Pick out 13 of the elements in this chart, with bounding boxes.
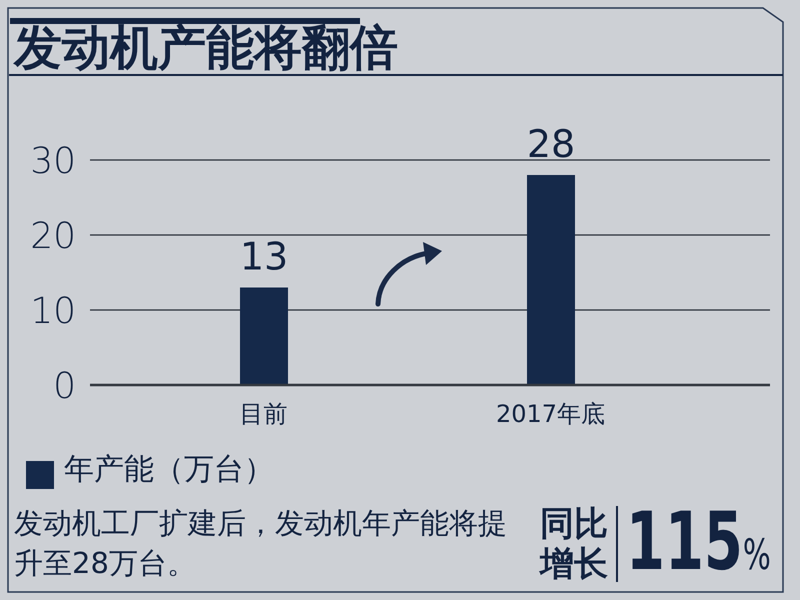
x-tick-label: 目前 bbox=[240, 400, 288, 428]
text: 115% bbox=[626, 495, 771, 590]
text: 发动机工厂扩建后，发动机年产能将提升至28万台。 bbox=[14, 505, 508, 582]
x-tick-label: 2017年底 bbox=[496, 400, 606, 428]
y-tick-label: 10 bbox=[30, 290, 76, 332]
y-tick-label: 0 bbox=[53, 366, 76, 407]
data-label: 13 bbox=[240, 234, 288, 278]
y-tick-label: 20 bbox=[30, 216, 76, 257]
chart-title: 发动机产能将翻倍 bbox=[14, 20, 398, 76]
text: 同比增长 bbox=[540, 504, 609, 584]
legend-label: 年产能（万台） bbox=[64, 452, 274, 487]
data-label: 28 bbox=[526, 122, 576, 166]
y-tick-label: 30 bbox=[30, 140, 76, 182]
